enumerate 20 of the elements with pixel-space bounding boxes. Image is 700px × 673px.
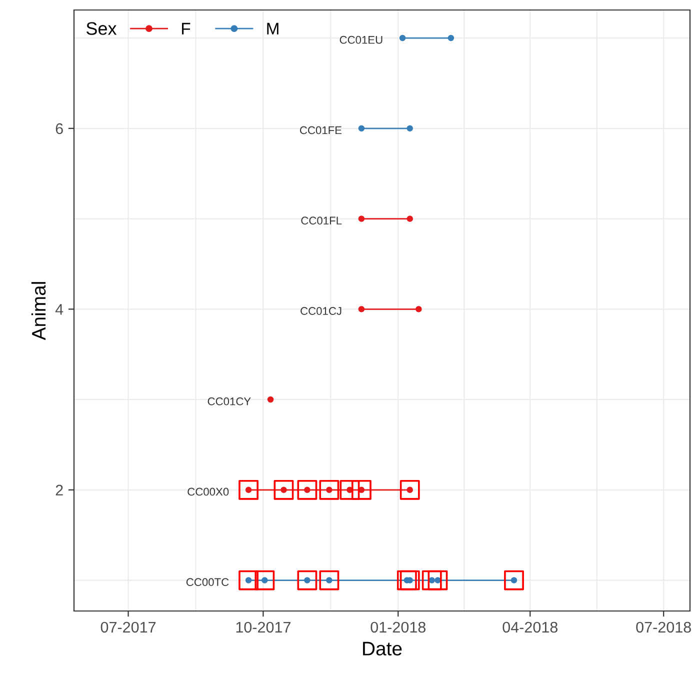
y-tick-label: 4 bbox=[55, 304, 64, 315]
x-tick-label: 04-2018 bbox=[502, 622, 558, 633]
x-tick-label: 10-2017 bbox=[236, 622, 290, 633]
legend-label: F bbox=[182, 22, 190, 34]
annotation: CC01FL bbox=[301, 216, 342, 225]
legend-label: M bbox=[267, 22, 278, 34]
x-tick-label: 01-2018 bbox=[370, 622, 426, 633]
x-tick-label: 07-2018 bbox=[636, 622, 691, 633]
annotation: CC01CY bbox=[208, 397, 251, 406]
y-tick-label: 6 bbox=[56, 123, 63, 134]
y-tick-label: 2 bbox=[56, 484, 63, 496]
annotation: CC00TC bbox=[186, 578, 229, 586]
annotation: CC01EU bbox=[340, 36, 382, 44]
annotation: CC01FE bbox=[300, 126, 342, 134]
x-tick-label: 07-2017 bbox=[100, 622, 156, 633]
annotation: CC00X0 bbox=[188, 488, 229, 496]
legend-title: Sex bbox=[86, 22, 117, 35]
x-axis-title: Date bbox=[363, 642, 402, 656]
annotation: CC01CJ bbox=[300, 307, 342, 315]
y-axis-title: Animal bbox=[31, 282, 46, 340]
